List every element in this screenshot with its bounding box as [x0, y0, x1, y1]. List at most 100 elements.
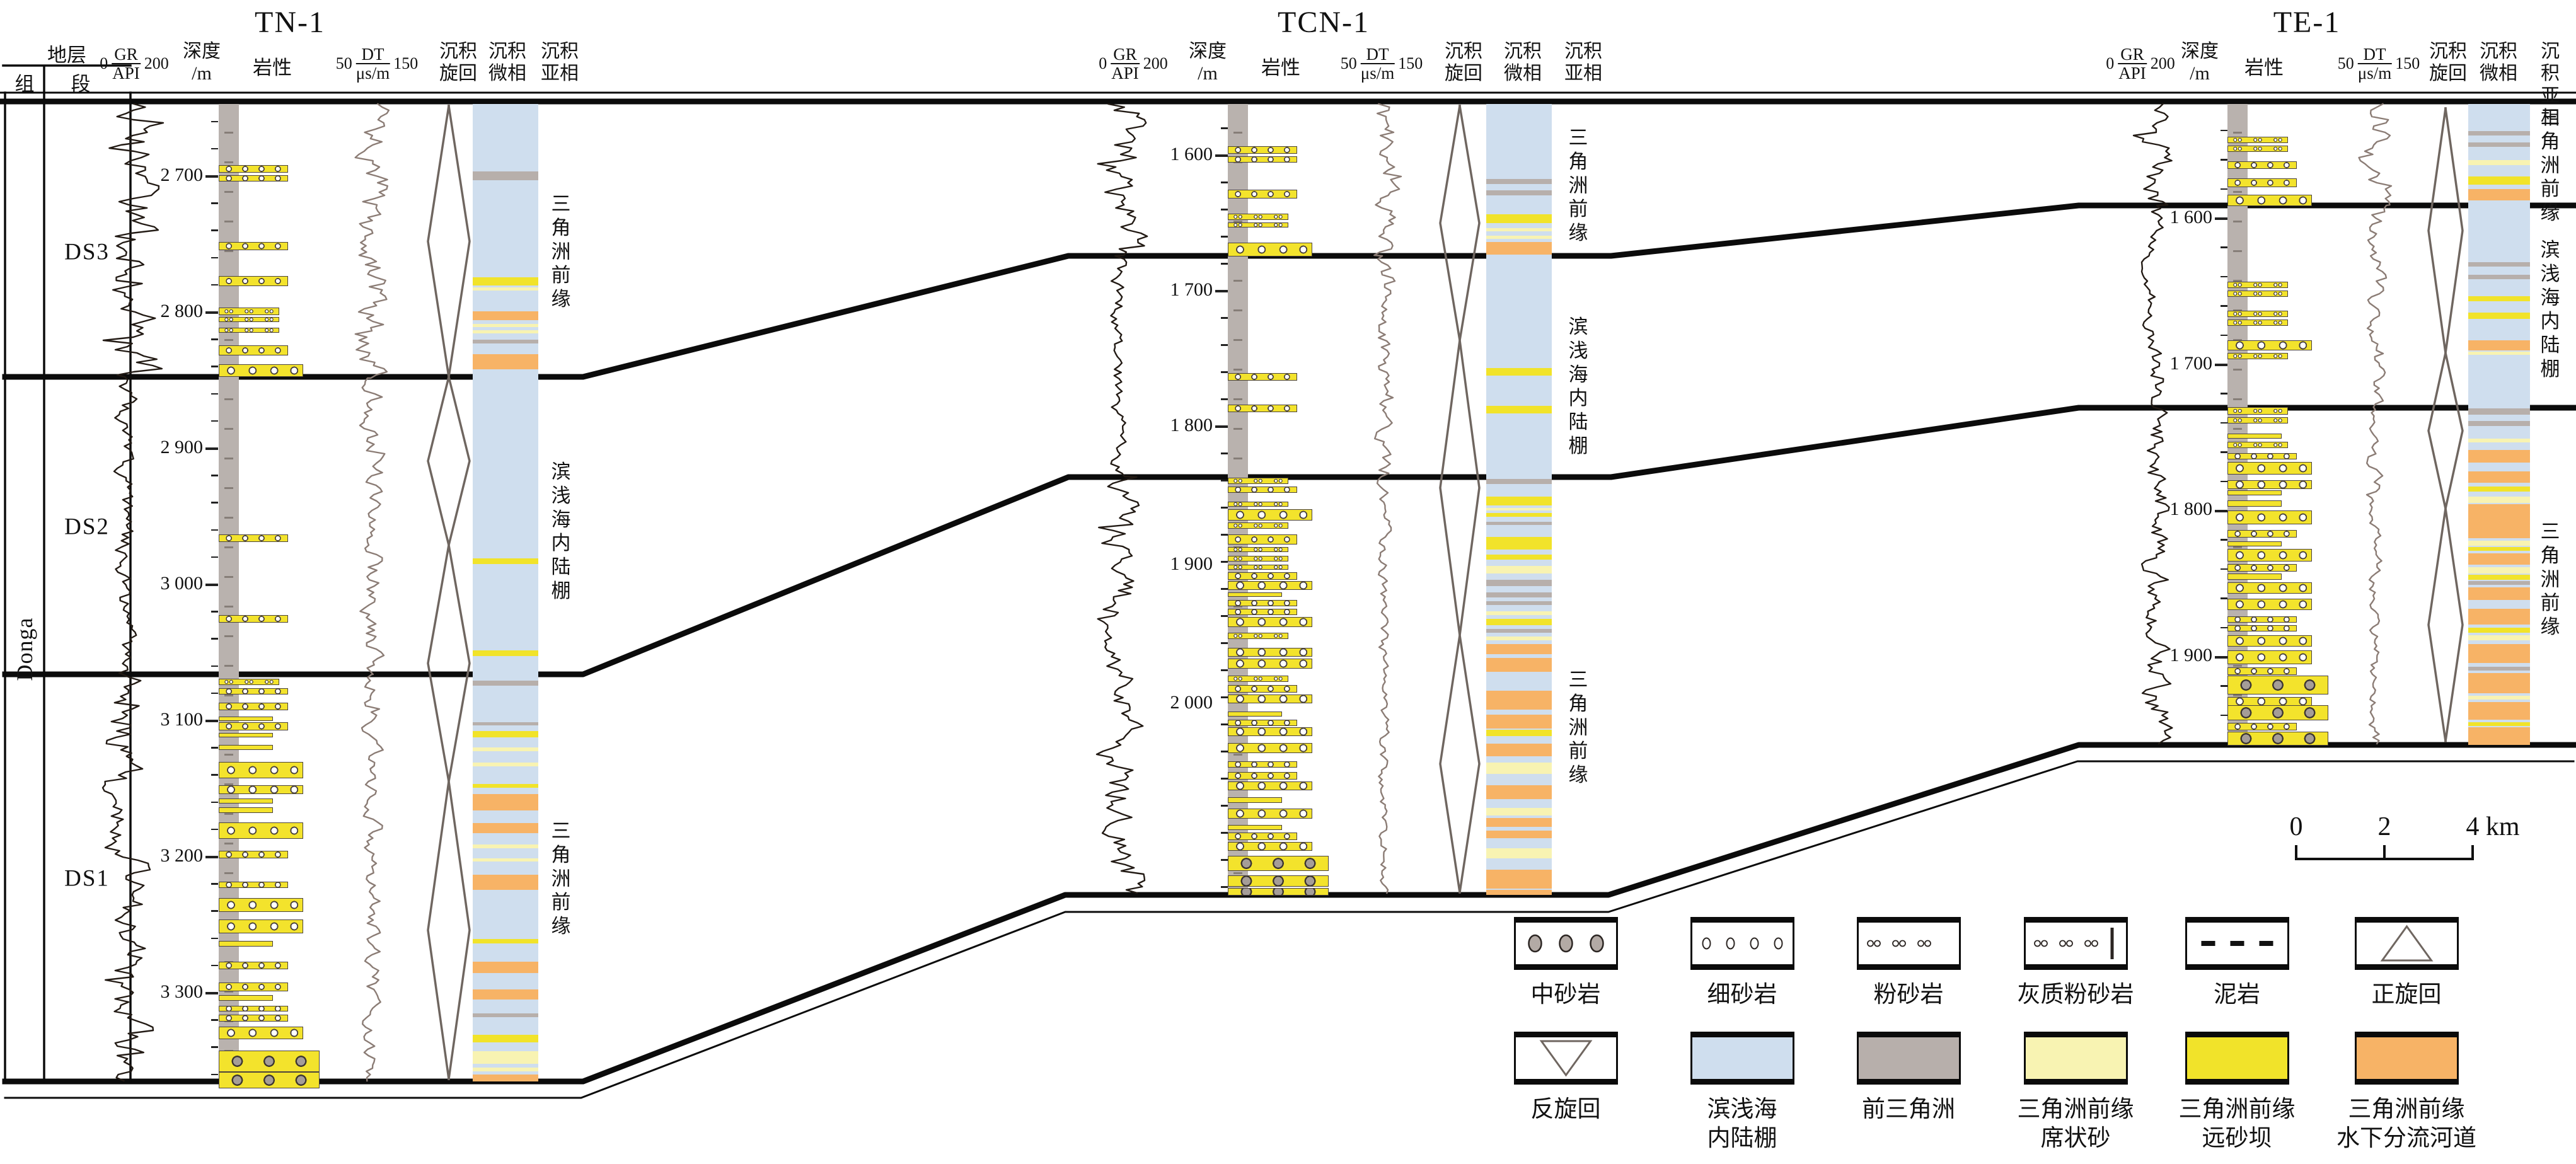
sandstone-bed [2227, 442, 2288, 448]
depth-label: 1 700 [1170, 279, 1213, 300]
legend-label: 泥岩 [2214, 982, 2260, 1008]
facies-stripe [2468, 471, 2530, 483]
sandstone-bed [219, 688, 288, 694]
sandstone-bed [1228, 727, 1312, 736]
depth-minor-tick [1221, 642, 1228, 644]
depth-major-tick [2215, 364, 2227, 366]
sandstone-bed [1228, 685, 1297, 693]
facies-stripe [2468, 587, 2530, 600]
facies-stripe [2468, 547, 2530, 551]
legend-box-三角洲前缘水下分流河道 [2354, 1032, 2459, 1085]
mud-icon [2201, 941, 2273, 946]
depth-minor-tick [2221, 159, 2227, 161]
depth-minor-tick [2221, 188, 2227, 190]
sandstone-bed [1228, 534, 1297, 545]
depth-minor-tick [1221, 778, 1228, 780]
depth-minor-tick [2221, 422, 2227, 424]
sandstone-bed [1228, 825, 1282, 830]
tri_down-icon [1539, 1040, 1592, 1077]
facies-stripe [1486, 190, 1552, 195]
depth-minor-tick [1221, 317, 1228, 319]
facies-stripe [2468, 296, 2530, 301]
legend-box-泥岩 [2185, 917, 2289, 970]
sandstone-bed [2227, 625, 2297, 631]
facies-stripe [2468, 553, 2530, 565]
depth-header: 深度 /m [1189, 41, 1227, 84]
depth-minor-tick [211, 529, 218, 531]
legend-box-粉砂岩 [1856, 917, 1961, 970]
depth-minor-tick [211, 692, 218, 694]
facies-stripe [1486, 611, 1552, 615]
facies-stripe [2468, 131, 2530, 135]
facies-stripe [1486, 870, 1552, 889]
depth-minor-tick [211, 475, 218, 476]
facies-stripe [1486, 508, 1552, 510]
depth-major-tick [1215, 290, 1228, 292]
sandstone-bed [1228, 555, 1288, 562]
cycle-outline-right [2444, 107, 2464, 742]
depth-minor-tick [1221, 696, 1228, 698]
facies-stripe [473, 681, 538, 686]
cycle-outline-left [2427, 107, 2447, 742]
sandstone-bed [1228, 797, 1282, 803]
depth-major-tick [205, 175, 218, 178]
sandstone-bed [2227, 146, 2288, 152]
facies-stripe [1486, 236, 1552, 239]
microfacies-strip [473, 104, 538, 1081]
sandstone-bed [219, 762, 303, 778]
depth-label: 2 800 [160, 301, 204, 321]
cycle-header: 沉积 旋回 [1445, 41, 1482, 84]
legend-label: 细砂岩 [1707, 982, 1777, 1008]
depth-minor-tick [211, 774, 218, 776]
sandstone-bed [219, 1005, 288, 1011]
sandstone-bed [1228, 676, 1288, 682]
dt-name: DT [2357, 45, 2392, 65]
gr-max: 200 [2150, 54, 2175, 73]
depth-minor-tick [2221, 246, 2227, 248]
dt-curve [1373, 103, 1402, 894]
facies-stripe [1486, 629, 1552, 633]
strat-col-group: 组 [14, 73, 35, 95]
depth-minor-tick [2221, 626, 2227, 629]
legend-label: 反旋回 [1530, 1097, 1601, 1122]
sandstone-bed [219, 679, 279, 685]
cycle-outline-right [448, 105, 471, 1080]
facies-stripe [1486, 658, 1552, 672]
facies-stripe [2468, 541, 2530, 546]
sandstone-bed [219, 785, 303, 794]
facies-stripe [2468, 696, 2530, 700]
facies-stripe [1486, 555, 1552, 560]
legend-label: 三角洲前缘 远砂坝 [2178, 1097, 2296, 1152]
depth-minor-tick [1221, 344, 1228, 346]
sandstone-bed [219, 822, 303, 839]
facies-stripe [473, 962, 538, 973]
sandstone-bed [219, 175, 288, 182]
facies-stripe [2468, 567, 2530, 573]
gr-unit: API [112, 64, 140, 83]
facies-stripe [2468, 262, 2530, 267]
sandstone-bed [219, 345, 288, 355]
legend-box-三角洲前缘席状砂 [2023, 1032, 2128, 1085]
gr-unit: API [2118, 64, 2146, 83]
depth-major-tick [2215, 656, 2227, 659]
legend-label: 三角洲前缘 席状砂 [2017, 1097, 2134, 1152]
depth-label: 3 100 [160, 709, 204, 730]
depth-label: 3 200 [160, 845, 204, 866]
bottom-baseline [4, 760, 2575, 1099]
depth-header: 深度 /m [183, 41, 221, 84]
facies-stripe [1486, 890, 1552, 895]
facies-stripe [2468, 189, 2530, 200]
depth-label: 2 000 [1170, 692, 1213, 713]
well-title: TE-1 [2273, 6, 2341, 39]
group-label-donga: Donga [12, 617, 37, 681]
depth-minor-tick [2221, 714, 2227, 717]
sandstone-bed [1228, 405, 1297, 412]
sandstone-bed [2227, 490, 2282, 495]
gr-fraction: GR API [112, 45, 141, 83]
sandstone-bed [219, 703, 288, 710]
facies-stripe [2468, 408, 2530, 415]
sandstone-bed [1228, 720, 1297, 726]
sandstone-bed [2227, 161, 2297, 169]
depth-minor-tick [211, 202, 218, 204]
